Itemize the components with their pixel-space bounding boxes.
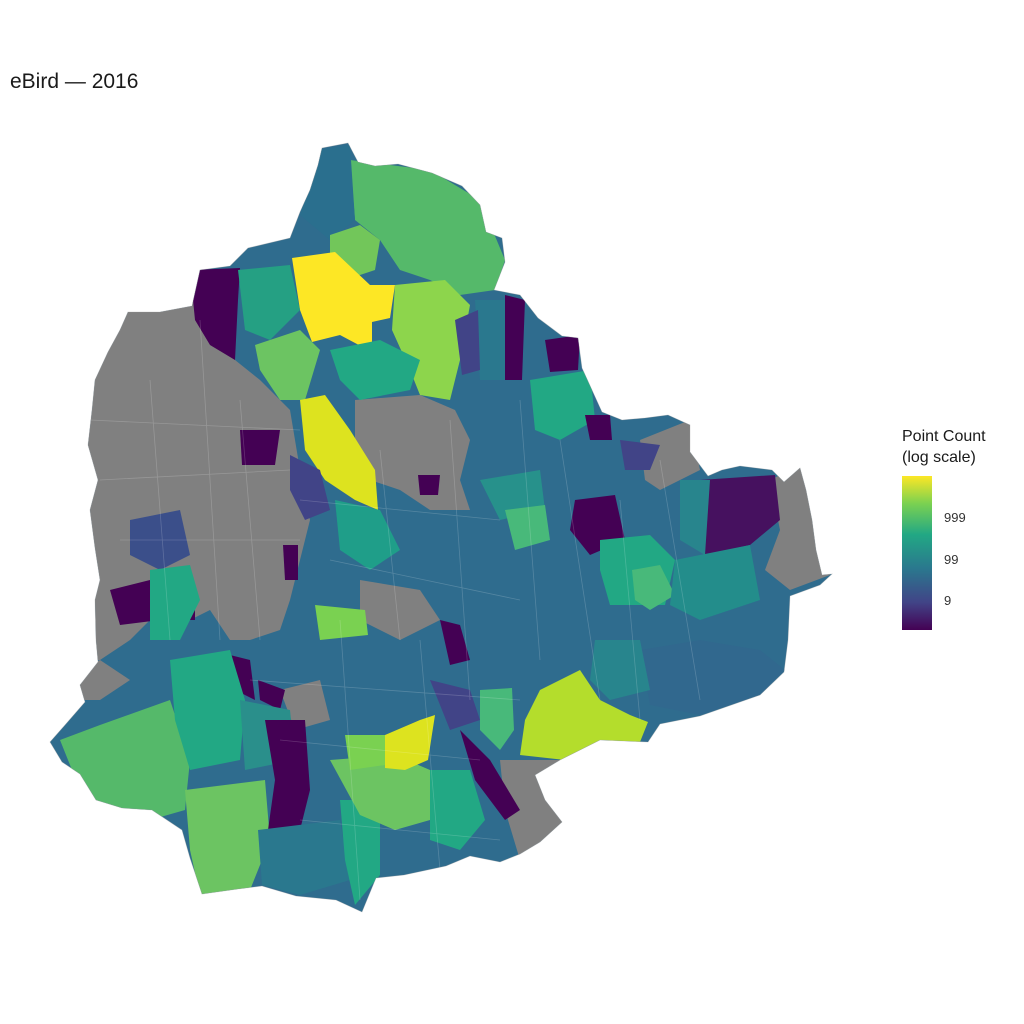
ward-no-data-north-central xyxy=(355,395,470,510)
ward-north-dark-1 xyxy=(190,268,240,360)
legend-title-line1: Point Count xyxy=(902,428,986,445)
ward-east-blue-1 xyxy=(680,480,710,555)
ward-center-light-1 xyxy=(315,605,368,640)
ward-yellow-south xyxy=(385,715,435,770)
ward-no-data-east xyxy=(640,420,700,490)
ward-yellow-central-strip xyxy=(300,395,378,510)
ward-sw-green-1 xyxy=(60,700,190,820)
ward-south-green-2 xyxy=(345,735,385,770)
ward-sw-dark-1 xyxy=(265,720,310,830)
ward-north-teal-3 xyxy=(530,370,595,440)
ward-south-teal-1 xyxy=(430,770,485,850)
ward-west-teal-1 xyxy=(150,565,200,640)
ward-central-indigo-1 xyxy=(290,455,330,520)
ward-north-1 xyxy=(350,160,505,295)
ward-central-dark-2 xyxy=(418,475,440,495)
ward-regions xyxy=(50,143,832,912)
ward-central-green-1 xyxy=(505,505,550,550)
ward-south-light-1 xyxy=(330,755,430,830)
ward-sw-light-1 xyxy=(185,780,270,895)
ward-sw-teal-3 xyxy=(340,800,380,905)
ward-north-teal-2 xyxy=(330,340,420,400)
ward-central-dark-1 xyxy=(240,430,280,465)
ward-south-green-3 xyxy=(480,688,514,750)
color-legend: Point Count (log scale) 999 99 9 xyxy=(902,426,1022,630)
ward-south-dark-1 xyxy=(460,730,520,820)
ward-no-data-center-south xyxy=(280,680,330,730)
ward-south-lime xyxy=(520,670,648,760)
ward-north-indigo-1 xyxy=(455,310,480,375)
legend-colorbar-wrap: 999 99 9 xyxy=(902,476,1022,630)
ward-north-teal-1 xyxy=(238,265,300,340)
ward-east-green-1 xyxy=(632,565,675,610)
ward-no-data-center xyxy=(360,580,440,640)
ward-no-data-west xyxy=(50,300,310,660)
ward-sw-teal-1 xyxy=(170,650,245,770)
ward-center-dark-1 xyxy=(440,620,470,665)
legend-tick-999 xyxy=(932,518,938,519)
legend-tick-99 xyxy=(932,560,938,561)
ward-east-teal-2 xyxy=(670,545,760,620)
ward-north-dark-3 xyxy=(545,335,580,372)
ward-east-dark-3 xyxy=(585,415,612,440)
ward-central-teal-1 xyxy=(335,500,400,570)
ward-sw-blue-1 xyxy=(258,820,350,895)
legend-title-line2: (log scale) xyxy=(902,449,976,466)
ward-north-light-1 xyxy=(255,330,320,400)
legend-tick-9 xyxy=(932,601,938,602)
legend-colorbar xyxy=(902,476,932,630)
ward-north-dark-2 xyxy=(505,295,525,380)
ward-center-dark-3 xyxy=(258,680,285,710)
ward-boundaries xyxy=(89,319,701,901)
legend-label-99: 99 xyxy=(944,552,959,567)
ward-east-indigo-1 xyxy=(620,440,660,470)
ward-west-dark-1 xyxy=(110,580,160,625)
ward-east-dark-2 xyxy=(700,475,780,555)
ward-south-indigo-1 xyxy=(430,680,480,730)
ward-south-teal-2 xyxy=(590,640,650,700)
ward-boundary-line xyxy=(89,319,701,901)
ward-west-indigo-1 xyxy=(130,510,190,570)
ward-south-blue-1 xyxy=(640,640,785,715)
ward-west-dark-3 xyxy=(283,545,298,580)
legend-title: Point Count (log scale) xyxy=(902,426,1022,468)
legend-label-9: 9 xyxy=(944,593,952,608)
ward-yellow-north xyxy=(292,252,395,352)
legend-label-999: 999 xyxy=(944,510,966,525)
plot-title: eBird — 2016 xyxy=(10,70,139,93)
